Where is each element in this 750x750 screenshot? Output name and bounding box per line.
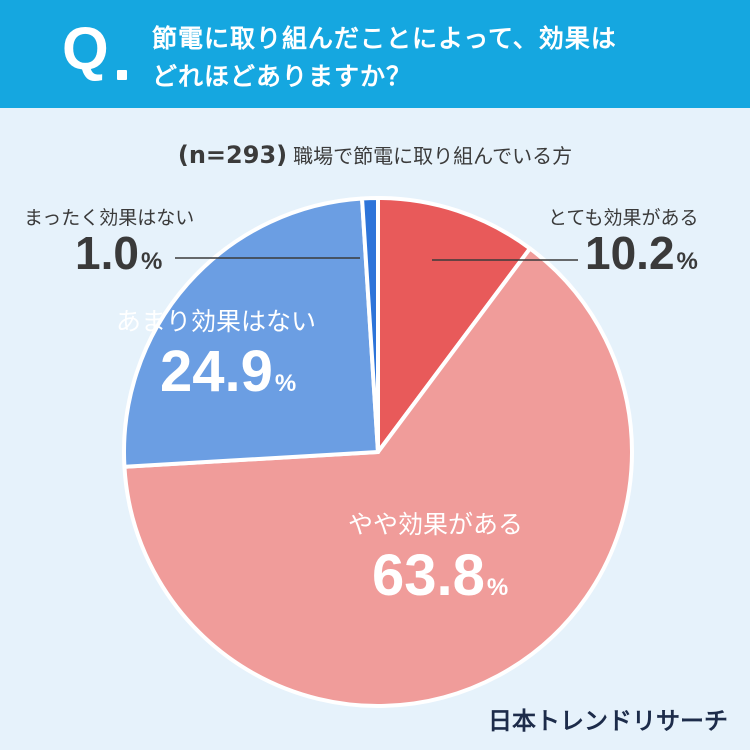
q-dot	[117, 70, 127, 80]
leader-lines	[175, 257, 578, 261]
slice-value-not-effective-at-all: 1.0%	[75, 227, 163, 279]
question-header: Q 節電に取り組んだことによって、効果は どれほどありますか？	[0, 0, 750, 108]
question-text: 節電に取り組んだことによって、効果は どれほどありますか？	[152, 20, 617, 96]
slice-label-not-very-effective: あまり効果はない	[116, 307, 317, 336]
slice-very-effective	[376, 196, 532, 454]
sample-size: (n=293)	[177, 141, 288, 169]
slice-label-very-effective: とても効果がある	[548, 207, 699, 229]
pie-slices	[122, 196, 634, 708]
slice-value-somewhat-effective: 63.8%	[372, 543, 509, 608]
slice-value-not-very-effective: 24.9%	[160, 339, 297, 404]
slice-not-very-effective	[122, 196, 380, 469]
slice-somewhat-effective	[122, 246, 634, 708]
q-mark: Q	[62, 15, 109, 82]
brand-logo: 日本トレンドリサーチ	[488, 707, 728, 735]
slice-label-not-effective-at-all: まったく効果はない	[24, 207, 195, 229]
respondent-description: 職場で節電に取り組んでいる方	[293, 144, 573, 168]
slice-not-effective-at-all	[360, 196, 380, 454]
chart-subtitle: (n=293) 職場で節電に取り組んでいる方	[0, 140, 750, 169]
slice-value-very-effective: 10.2%	[585, 227, 698, 279]
question-line-1: 節電に取り組んだことによって、効果は	[152, 24, 617, 53]
question-line-2: どれほどありますか？	[152, 62, 413, 91]
slice-label-somewhat-effective: やや効果がある	[348, 510, 524, 539]
